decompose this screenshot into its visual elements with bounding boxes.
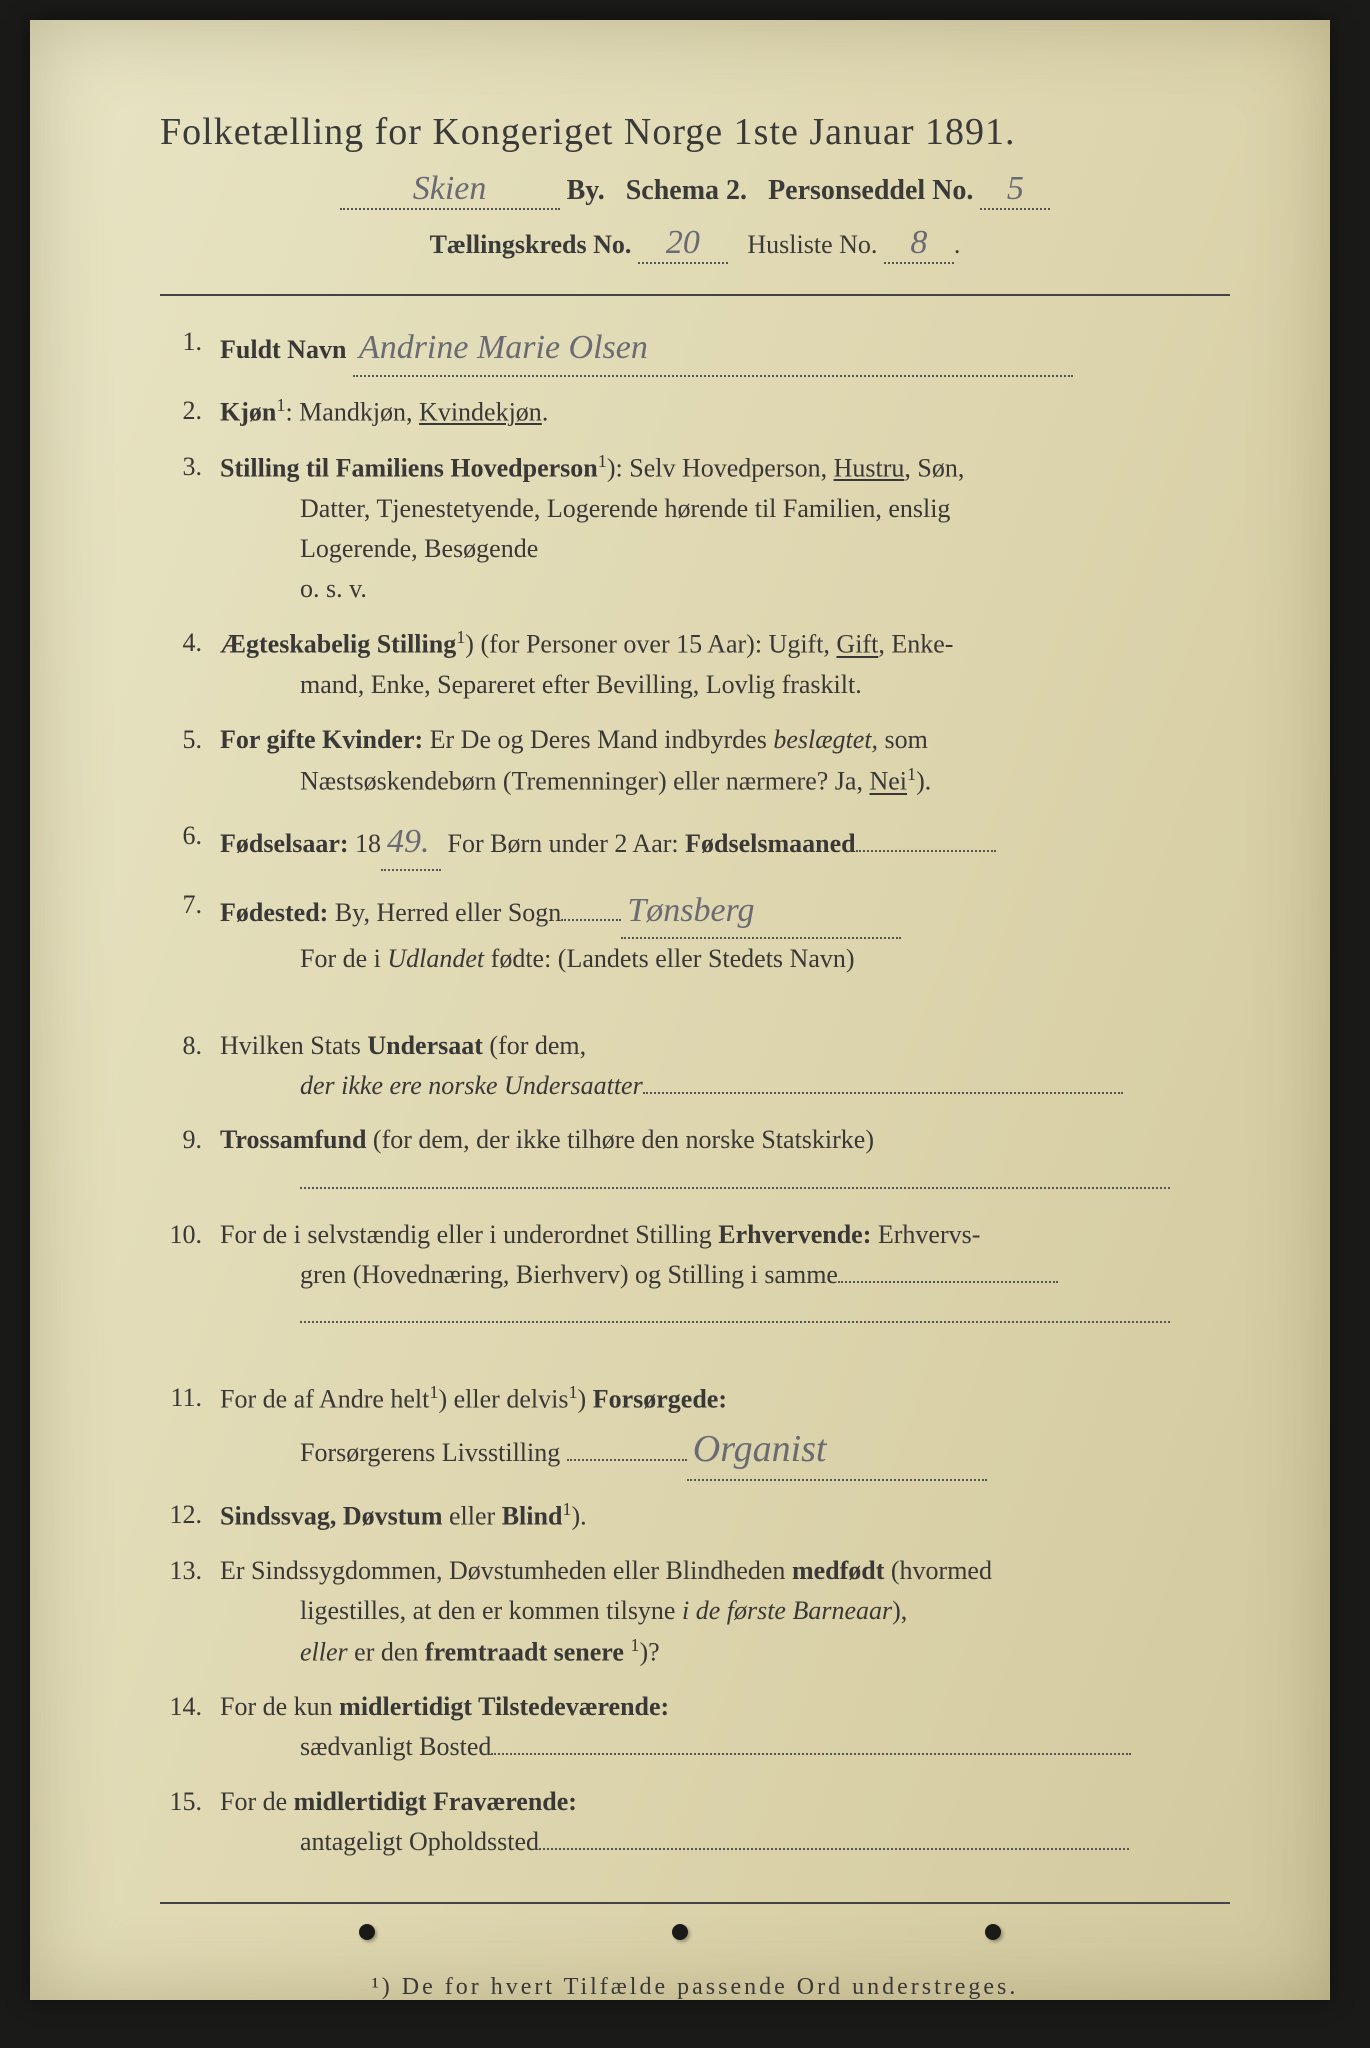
provider-hand: Organist	[687, 1420, 987, 1481]
item-num: 3.	[160, 447, 220, 610]
item-3: 3. Stilling til Familiens Hovedperson1):…	[160, 447, 1230, 610]
item-7: 7. Fødested: By, Herred eller SognTønsbe…	[160, 885, 1230, 980]
item-label: Stilling til Familiens Hovedperson	[220, 453, 598, 482]
item-num: 14.	[160, 1687, 220, 1768]
birthyear-hand: 49.	[381, 816, 441, 871]
item-12: 12. Sindssvag, Døvstum eller Blind1).	[160, 1495, 1230, 1537]
item-label: Fuldt Navn	[220, 335, 346, 364]
item-label: Fødselsaar:	[220, 829, 349, 858]
item-num: 2.	[160, 391, 220, 433]
item-label: midlertidigt Fraværende:	[294, 1787, 577, 1816]
person-no-hand: 5	[980, 170, 1050, 210]
form-title: Folketælling for Kongeriget Norge 1ste J…	[160, 110, 1230, 154]
item-label: Forsørgede:	[593, 1384, 727, 1413]
hole-icon	[359, 1924, 375, 1940]
item-6: 6. Fødselsaar: 1849. For Børn under 2 Aa…	[160, 816, 1230, 871]
item-8: 8. Hvilken Stats Undersaat (for dem, der…	[160, 1026, 1230, 1107]
census-form-page: Folketælling for Kongeriget Norge 1ste J…	[30, 20, 1330, 2000]
item-num: 8.	[160, 1026, 220, 1107]
item-num: 5.	[160, 720, 220, 802]
hole-icon	[985, 1924, 1001, 1940]
item-1: 1. Fuldt Navn Andrine Marie Olsen	[160, 322, 1230, 377]
item-4: 4. Ægteskabelig Stilling1) (for Personer…	[160, 623, 1230, 705]
selected-option: Gift	[836, 630, 878, 659]
item-num: 6.	[160, 816, 220, 871]
item-label: Ægteskabelig Stilling	[220, 630, 456, 659]
item-10: 10. For de i selvstændig eller i underor…	[160, 1215, 1230, 1336]
item-15: 15. For de midlertidigt Fraværende: anta…	[160, 1782, 1230, 1863]
selected-option: Kvindekjøn	[419, 397, 542, 426]
item-num: 11.	[160, 1378, 220, 1481]
husliste-label: Husliste No.	[747, 230, 877, 259]
item-2: 2. Kjøn1: Mandkjøn, Kvindekjøn.	[160, 391, 1230, 433]
item-13: 13. Er Sindssygdommen, Døvstumheden elle…	[160, 1551, 1230, 1674]
item-num: 1.	[160, 322, 220, 377]
form-items: 1. Fuldt Navn Andrine Marie Olsen 2. Kjø…	[160, 322, 1230, 1862]
item-9: 9. Trossamfund (for dem, der ikke tilhør…	[160, 1120, 1230, 1201]
item-label: Sindssvag, Døvstum	[220, 1501, 443, 1530]
item-label: Trossamfund	[220, 1125, 366, 1154]
item-5: 5. For gifte Kvinder: Er De og Deres Man…	[160, 720, 1230, 802]
kreds-no-hand: 20	[638, 224, 728, 264]
hole-icon	[672, 1924, 688, 1940]
divider-bottom	[160, 1902, 1230, 1904]
item-num: 7.	[160, 885, 220, 980]
item-label: Undersaat	[367, 1031, 483, 1060]
item-14: 14. For de kun midlertidigt Tilstedevære…	[160, 1687, 1230, 1768]
header-line-2: Tællingskreds No. 20 Husliste No. 8.	[160, 224, 1230, 264]
item-num: 9.	[160, 1120, 220, 1201]
name-handwritten: Andrine Marie Olsen	[353, 322, 1073, 377]
kreds-label: Tællingskreds No.	[430, 230, 632, 259]
husliste-no-hand: 8	[884, 224, 954, 264]
person-label: Personseddel No.	[768, 175, 973, 206]
city-handwritten: Skien	[340, 170, 560, 210]
item-num: 10.	[160, 1215, 220, 1336]
item-label: Erhvervende:	[718, 1220, 871, 1249]
by-label: By.	[567, 175, 605, 206]
selected-option: Nei	[869, 767, 907, 796]
footnote: ¹) De for hvert Tilfælde passende Ord un…	[160, 1974, 1230, 2001]
item-label: Fødested:	[220, 898, 328, 927]
item-label: For gifte Kvinder:	[220, 725, 423, 754]
selected-option: Hustru	[834, 453, 905, 482]
item-num: 4.	[160, 623, 220, 705]
schema-label: Schema 2.	[626, 175, 747, 206]
header-line-1: Skien By. Schema 2. Personseddel No. 5	[160, 170, 1230, 210]
item-label: Kjøn	[220, 397, 276, 426]
item-label: midlertidigt Tilstedeværende:	[339, 1692, 669, 1721]
item-num: 12.	[160, 1495, 220, 1537]
item-num: 15.	[160, 1782, 220, 1863]
item-11: 11. For de af Andre helt1) eller delvis1…	[160, 1378, 1230, 1481]
divider-top	[160, 294, 1230, 296]
birthplace-hand: Tønsberg	[621, 885, 901, 940]
item-num: 13.	[160, 1551, 220, 1674]
item-label: medfødt	[792, 1556, 884, 1585]
binding-holes	[30, 1924, 1330, 1940]
